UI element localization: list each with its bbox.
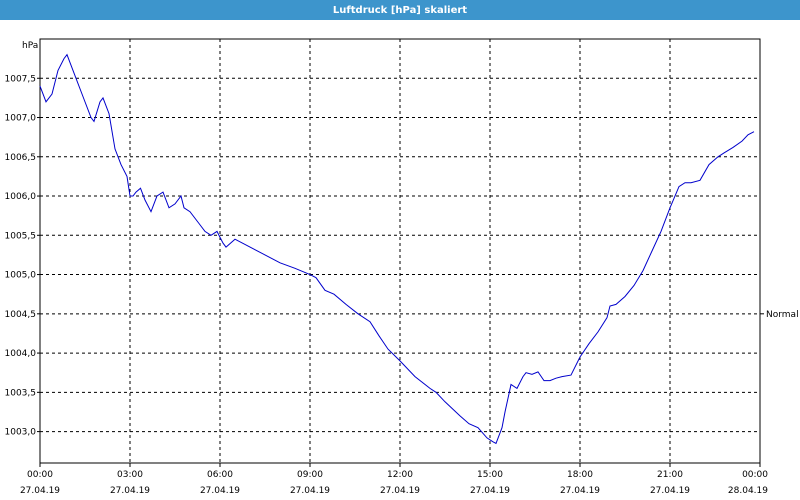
line-chart: 1003,0 1003,5 1004,0 1004,5 1005,0 1005,5 1006… <box>5 38 799 496</box>
y-axis-label: hPa <box>22 41 38 51</box>
y-tick-label: 1003,5 <box>5 388 37 398</box>
x-axis: 00:00 27.04.19 03:00 27.04.19 06:00 27.04.19 0… <box>20 463 768 496</box>
x-tick-date: 27.04.19 <box>20 486 60 496</box>
x-tick-time: 21:00 <box>657 470 683 480</box>
x-tick-date: 27.04.19 <box>110 486 150 496</box>
y-tick-label: 1004,5 <box>5 310 37 320</box>
y-tick-label: 1007,5 <box>5 74 37 84</box>
x-tick-time: 06:00 <box>207 470 233 480</box>
y-tick-label: 1006,0 <box>5 192 37 202</box>
x-tick-date: 27.04.19 <box>650 486 690 496</box>
x-tick-date: 28.04.19 <box>728 486 768 496</box>
series-line-luftdruck <box>39 53 755 445</box>
y-tick-label: 1005,0 <box>5 271 37 281</box>
x-tick-time: 00:00 <box>27 470 53 480</box>
x-tick-time: 15:00 <box>477 470 503 480</box>
x-tick-date: 27.04.19 <box>290 486 330 496</box>
grid <box>40 39 764 463</box>
y-tick-label: 1005,5 <box>5 231 37 241</box>
x-tick-time: 03:00 <box>117 470 143 480</box>
x-tick-time: 09:00 <box>297 470 323 480</box>
y-tick-label: 1006,5 <box>5 153 37 163</box>
y-tick-label: 1007,0 <box>5 114 37 124</box>
x-tick-time: 12:00 <box>387 470 413 480</box>
y-axis: 1003,0 1003,5 1004,0 1004,5 1005,0 1005,5 1006… <box>5 74 40 438</box>
y-tick-label: 1003,0 <box>5 428 37 438</box>
x-tick-date: 27.04.19 <box>470 486 510 496</box>
x-tick-date: 27.04.19 <box>560 486 600 496</box>
x-tick-date: 27.04.19 <box>380 486 420 496</box>
x-tick-time: 00:00 <box>742 470 768 480</box>
reference-label: Normal <box>766 310 799 320</box>
y-tick-label: 1004,0 <box>5 349 37 359</box>
x-tick-date: 27.04.19 <box>200 486 240 496</box>
window-title: Luftdruck [hPa] skaliert <box>0 0 800 20</box>
x-tick-time: 18:00 <box>567 470 593 480</box>
